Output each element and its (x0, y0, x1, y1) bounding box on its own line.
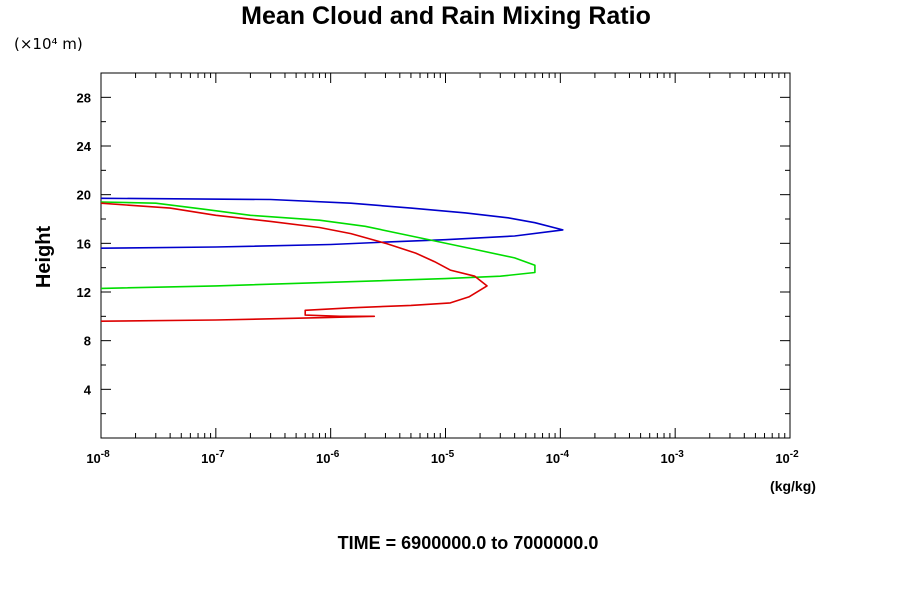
series-line-1 (100, 197, 564, 249)
x-tick-label: 10-2 (775, 449, 799, 466)
axis-ticks (100, 73, 791, 438)
y-tick-label: 28 (77, 90, 91, 105)
series-line-3 (100, 202, 488, 322)
y-tick-label: 20 (77, 188, 91, 203)
x-tick-label: 10-6 (316, 449, 340, 466)
time-range: TIME = 6900000.0 to 7000000.0 (338, 533, 599, 553)
series-line-2 (100, 201, 536, 290)
x-tick-label: 10-7 (201, 449, 225, 466)
series-group (100, 197, 564, 322)
y-tick-label: 16 (77, 236, 91, 251)
y-axis-label: Height (33, 226, 55, 289)
y-tick-label: 12 (77, 285, 91, 300)
x-tick-label: 10-3 (660, 449, 684, 466)
y-tick-label: 24 (77, 139, 92, 154)
y-multiplier-note: (×10⁴ m) (14, 35, 83, 53)
x-tick-label: 10-5 (431, 449, 455, 466)
x-axis-label: (kg/kg) (770, 478, 816, 494)
y-tick-label: 4 (84, 382, 92, 397)
x-tick-labels: 10-8 10-7 10-6 10-5 10-4 10-3 10-2 (86, 449, 799, 466)
y-tick-labels: 4 8 12 16 20 24 28 (77, 90, 92, 397)
y-tick-label: 8 (84, 334, 91, 349)
chart-title: Mean Cloud and Rain Mixing Ratio (241, 2, 651, 30)
plot-frame (100, 72, 791, 439)
x-tick-label: 10-8 (86, 449, 110, 466)
x-tick-label: 10-4 (546, 449, 570, 466)
